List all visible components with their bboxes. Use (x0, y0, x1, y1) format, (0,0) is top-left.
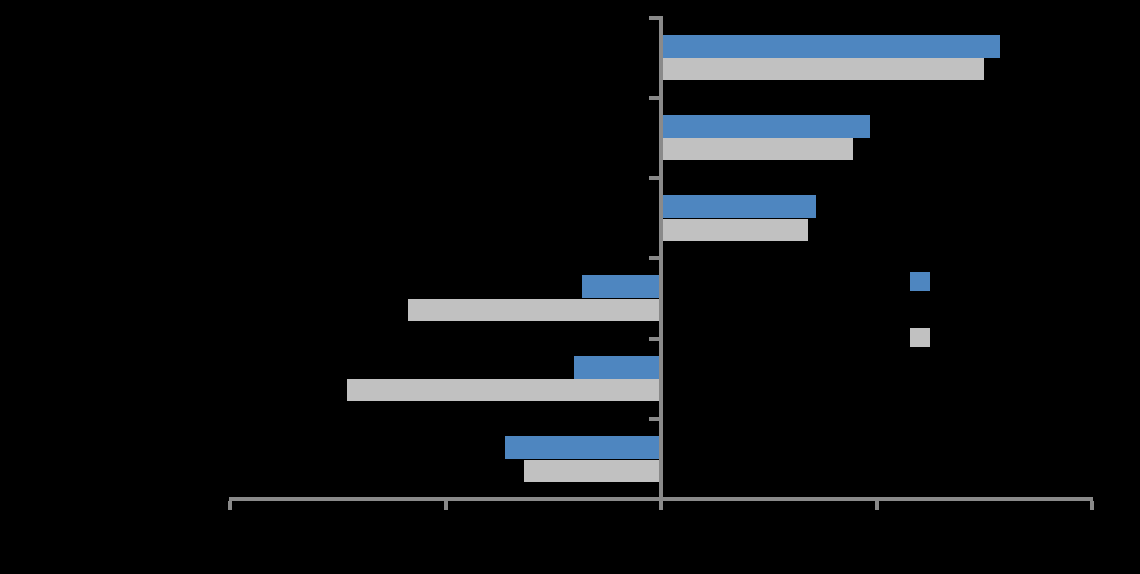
vertical-axis-line (659, 16, 663, 510)
x-axis-tick (874, 501, 879, 510)
bar-series-1-blue-category-4 (581, 275, 659, 299)
x-axis-tick (228, 501, 232, 510)
legend-swatch-series-1 (910, 272, 930, 291)
x-axis-tick (659, 501, 663, 510)
y-axis-tick (649, 417, 659, 421)
x-axis-tick (1090, 501, 1094, 510)
legend-swatch-series-2 (910, 328, 930, 347)
x-axis-tick (443, 501, 448, 510)
bar-series-1-blue-category-2 (663, 114, 871, 138)
bar-series-1-blue-category-6 (504, 436, 659, 459)
bar-series-1-blue-category-1 (663, 34, 1000, 58)
horizontal-axis-line (229, 497, 1093, 501)
bar-series-2-gray-category-1 (663, 58, 985, 80)
y-axis-tick (649, 497, 659, 502)
bar-series-2-gray-category-5 (347, 379, 659, 402)
bar-series-2-gray-category-3 (663, 218, 808, 241)
bar-series-1-blue-category-5 (573, 355, 659, 379)
bar-series-2-gray-category-4 (408, 298, 659, 321)
bar-series-2-gray-category-2 (663, 138, 853, 161)
y-axis-tick (649, 15, 659, 20)
bar-series-2-gray-category-6 (523, 459, 659, 482)
y-axis-tick (649, 336, 659, 341)
y-axis-tick (649, 95, 659, 100)
bar-series-1-blue-category-3 (663, 195, 816, 219)
y-axis-tick (649, 176, 659, 181)
y-axis-tick (649, 256, 659, 261)
